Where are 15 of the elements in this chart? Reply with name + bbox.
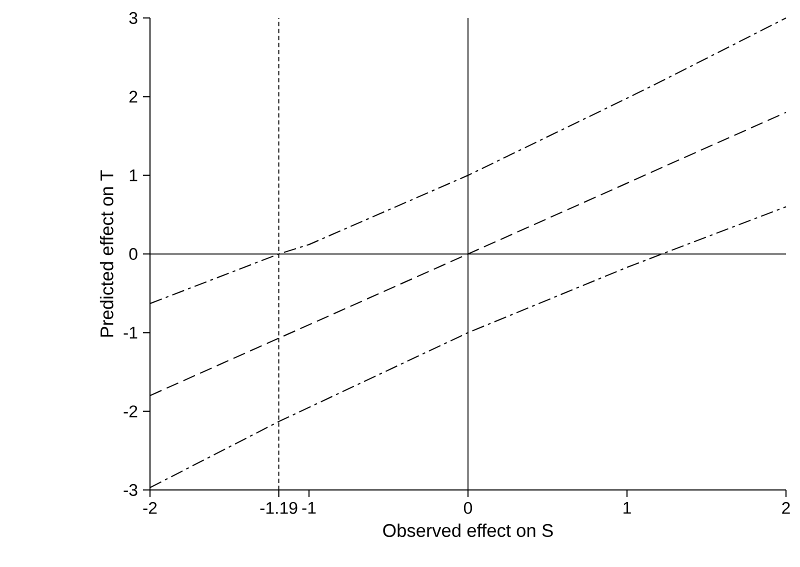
y-tick-label: -2	[124, 405, 138, 418]
y-tick-label: 3	[129, 12, 138, 24]
x-tick-label: -1.19	[260, 502, 298, 514]
y-tick-label: -1	[124, 326, 138, 338]
y-tick-label: 0	[129, 248, 138, 260]
y-tick-label: -3	[124, 484, 138, 496]
y-tick-label: 2	[129, 90, 138, 103]
x-axis-title: Observed effect on S	[383, 524, 553, 537]
x-tick-label: 2	[782, 502, 790, 514]
y-axis-title: Predicted effect on T	[100, 170, 114, 337]
y-tick-label: 1	[130, 170, 138, 182]
x-tick-label: 0	[464, 502, 472, 514]
x-tick-label: -1	[302, 502, 316, 514]
x-tick-label: 1	[624, 502, 631, 514]
x-tick-label: -2	[143, 502, 157, 514]
